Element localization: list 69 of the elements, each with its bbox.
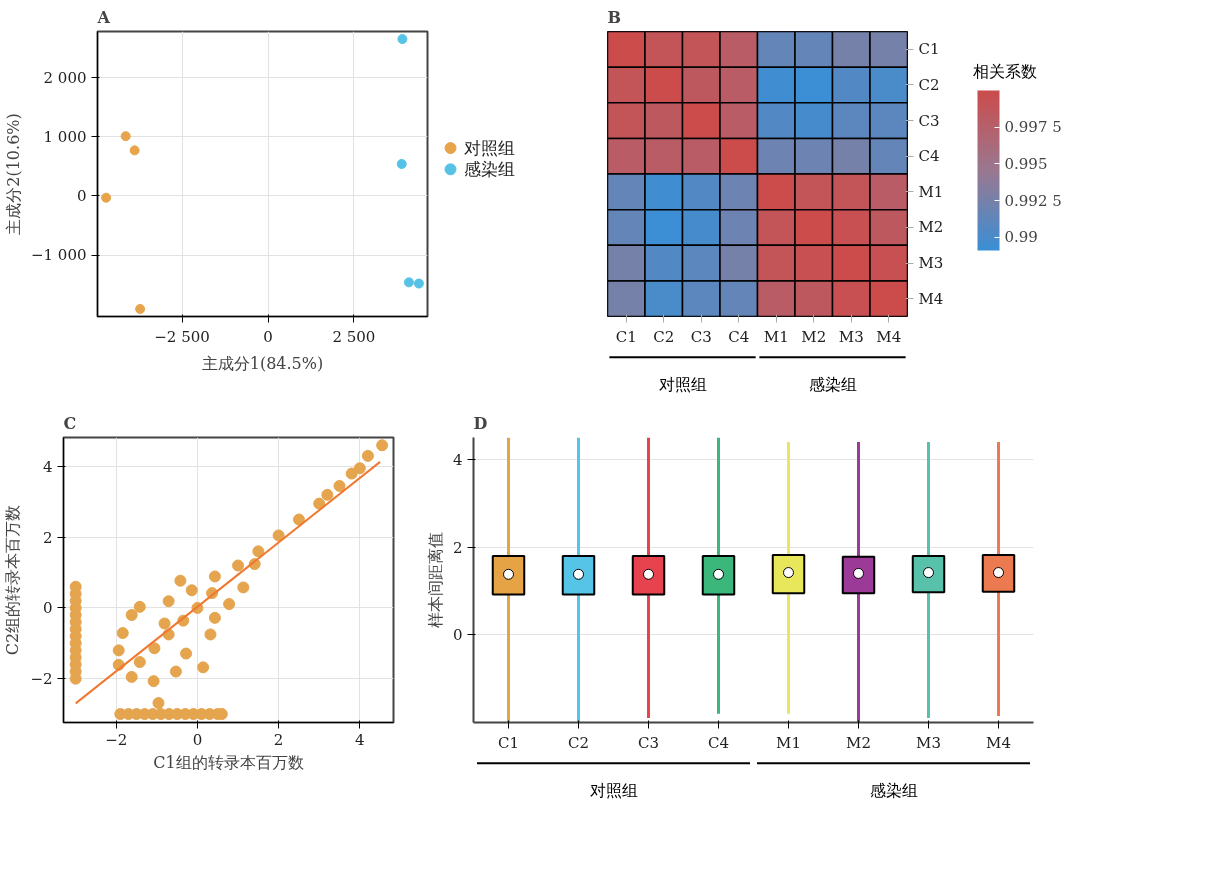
y-axis-title: 主成分2(10.6%) xyxy=(3,113,23,235)
x-tick-label: M2 xyxy=(801,327,827,346)
y-tick-label: C1 xyxy=(918,40,940,59)
y-tick-label: M3 xyxy=(918,254,944,273)
x-tick-label: M4 xyxy=(876,327,902,346)
y-tick-label: C2 xyxy=(918,75,940,94)
chart-title: A xyxy=(96,7,111,27)
text: 对照组 xyxy=(589,780,638,800)
y-tick-label: 2 xyxy=(42,528,53,547)
x-axis-title: 主成分1(84.5%) xyxy=(201,353,324,373)
y-tick-label: 2 000 xyxy=(43,68,87,87)
x-tick-label: C1 xyxy=(615,327,637,346)
x-tick-label: 0 xyxy=(263,327,273,346)
x-tick-label: C2 xyxy=(567,733,590,752)
color-bar-label: 0.99 xyxy=(1004,228,1038,247)
y-tick-label: 4 xyxy=(42,458,53,476)
x-tick-label: M1 xyxy=(763,327,789,346)
y-tick-label: M4 xyxy=(918,289,944,308)
y-tick-label: 4 xyxy=(452,450,463,469)
point xyxy=(135,303,146,314)
y-tick-label: 0 xyxy=(452,626,463,645)
color-bar-label: 0.997 5 xyxy=(1004,118,1062,137)
point xyxy=(120,131,131,142)
point xyxy=(396,158,407,169)
x-tick-label: M3 xyxy=(838,327,864,346)
chart-title: D xyxy=(473,413,488,433)
x-axis-title: C1组的转录本百万数 xyxy=(153,752,304,772)
x-tick-label: M4 xyxy=(986,733,1011,752)
point xyxy=(397,34,408,45)
y-tick-label: M2 xyxy=(918,218,944,237)
x-tick-label: M2 xyxy=(846,733,871,752)
y-tick-label: 0 xyxy=(42,599,53,618)
color-bar-label: 0.992 5 xyxy=(1004,191,1062,210)
text: 感染组 xyxy=(869,780,918,800)
legend-label: 对照组 xyxy=(463,138,515,159)
y-tick-label: 0 xyxy=(76,186,87,205)
x-tick-label: 2 xyxy=(273,730,284,749)
y-tick-label: −1 000 xyxy=(30,246,87,265)
point xyxy=(129,145,140,156)
x-tick-label: C1 xyxy=(497,733,520,752)
x-tick-label: C3 xyxy=(637,733,660,752)
point xyxy=(403,277,414,288)
x-tick-label: 4 xyxy=(355,730,365,749)
x-tick-label: 2 500 xyxy=(332,327,376,346)
y-tick-label: C3 xyxy=(918,111,940,130)
x-tick-label: −2 500 xyxy=(154,327,210,346)
x-tick-label: C3 xyxy=(690,327,712,346)
text: 对照组 xyxy=(658,374,707,394)
y-axis-title: C2组的转录本百万数 xyxy=(3,504,23,656)
y-tick-label: 1 000 xyxy=(43,127,87,146)
y-axis-title: 样本间距离值 xyxy=(425,532,445,628)
x-tick-label: C4 xyxy=(728,327,750,346)
y-tick-label: M1 xyxy=(918,182,944,201)
chart-title: B xyxy=(607,7,622,27)
legend-label: 感染组 xyxy=(463,159,515,180)
point xyxy=(413,278,424,289)
text: 感染组 xyxy=(808,374,857,394)
x-tick-label: M1 xyxy=(776,733,801,752)
y-tick-label: C4 xyxy=(918,147,940,166)
x-tick-label: −2 xyxy=(105,730,128,749)
color-bar-label: 0.995 xyxy=(1004,154,1048,173)
x-tick-label: 0 xyxy=(192,730,203,749)
x-tick-label: C2 xyxy=(653,327,675,346)
color-bar-title: 相关系数 xyxy=(972,61,1037,81)
chart-title: C xyxy=(63,413,77,433)
x-tick-label: C4 xyxy=(707,733,730,752)
point xyxy=(101,192,112,203)
y-tick-label: −2 xyxy=(30,670,53,689)
y-tick-label: 2 xyxy=(452,538,463,557)
